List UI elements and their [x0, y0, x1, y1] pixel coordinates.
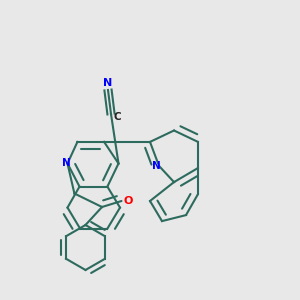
Text: C: C: [114, 112, 122, 122]
Text: O: O: [123, 196, 133, 206]
Text: N: N: [152, 161, 160, 171]
Text: N: N: [103, 77, 112, 88]
Text: N: N: [61, 158, 70, 169]
